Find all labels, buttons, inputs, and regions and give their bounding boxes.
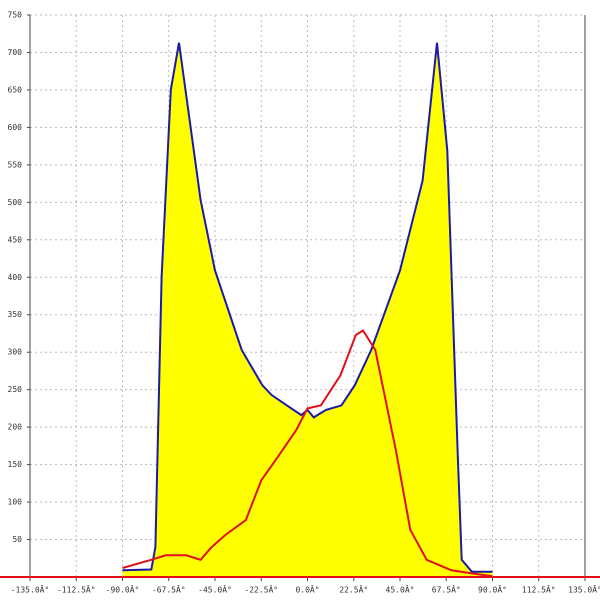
y-tick-label: 250 [8,385,23,394]
y-tick-label: 650 [8,85,23,94]
x-tick-label: 112.5Â° [522,584,556,595]
x-tick-label: 67.5Â° [432,584,461,595]
y-tick-label: 700 [8,48,23,57]
y-tick-label: 550 [8,160,23,169]
y-tick-label: 350 [8,310,23,319]
x-tick-label: -90.0Â° [106,584,140,595]
x-tick-label: -45.0Â° [198,584,232,595]
y-tick-label: 100 [8,498,23,507]
y-tick-label: 450 [8,235,23,244]
x-tick-label: 22.5Â° [339,584,368,595]
x-tick-label: -112.5Â° [57,584,96,595]
x-tick-label: -135.0Â° [11,584,50,595]
y-tick-label: 150 [8,460,23,469]
area [122,42,493,577]
series-line [122,329,493,578]
x-tick-label: 0.0Â° [295,584,319,595]
x-tick-label: 90.0Â° [478,584,507,595]
y-tick-label: 750 [8,11,23,20]
x-tick-label: -22.5Â° [244,584,278,595]
y-tick-label: 300 [8,348,23,357]
y-tick-label: 500 [8,198,23,207]
y-tick-label: 600 [8,123,23,132]
y-tick-label: 50 [12,535,22,544]
x-tick-label: 135.0Â° [568,584,600,595]
x-tick-label: -67.5Â° [152,584,186,595]
y-tick-label: 400 [8,273,23,282]
y-tick-label: 200 [8,423,23,432]
x-tick-label: 45.0Â° [386,584,415,595]
